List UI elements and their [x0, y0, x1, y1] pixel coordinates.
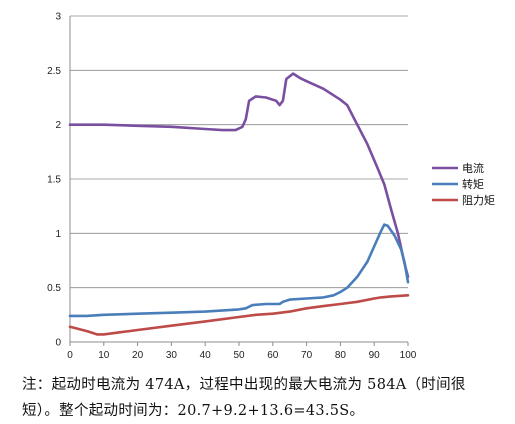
y-tick-label: 3	[55, 12, 61, 23]
x-tick-label: 60	[267, 350, 279, 361]
gridlines	[70, 15, 408, 289]
series-line	[68, 72, 410, 279]
series-line	[68, 294, 410, 336]
y-tick-label: 0	[55, 338, 61, 349]
x-tick-label: 80	[335, 350, 347, 361]
x-tick-label: 40	[200, 350, 212, 361]
x-tick-label: 30	[166, 350, 178, 361]
y-tick-label: 0.5	[47, 283, 61, 294]
x-tick-label: 10	[98, 350, 110, 361]
legend-label: 电流	[462, 161, 484, 175]
legend-label: 转矩	[462, 177, 484, 191]
y-tick-label: 2.5	[47, 66, 61, 77]
x-tick-label: 0	[67, 350, 73, 361]
series-line	[68, 223, 410, 318]
x-tick-label: 20	[132, 350, 144, 361]
x-tick-label: 100	[400, 350, 417, 361]
x-tick-label: 70	[301, 350, 313, 361]
line-chart: 00.511.522.530 10 20 30 40 50 60 70 80 90 100 电流转矩…	[47, 12, 495, 362]
axes	[69, 16, 409, 346]
y-tick-label: 1.5	[47, 175, 61, 186]
legend-label: 阻力矩	[462, 194, 495, 207]
tick-labels: 00.511.522.530 10 20 30 40 50 60 70 80 90 100	[47, 12, 417, 362]
series-lines	[68, 72, 410, 336]
y-tick-label: 1	[55, 229, 61, 240]
footnote-line-1: 注：起动时电流为 474A，过程中出现的最大电流为 584A（时间很	[22, 377, 466, 393]
x-tick-label: 90	[369, 350, 381, 361]
footnote-line-2: 短）。整个起动时间为：20.7+9.2+13.6=43.5S。	[22, 403, 365, 419]
x-tick-label: 50	[233, 350, 245, 361]
y-tick-label: 2	[55, 120, 61, 131]
